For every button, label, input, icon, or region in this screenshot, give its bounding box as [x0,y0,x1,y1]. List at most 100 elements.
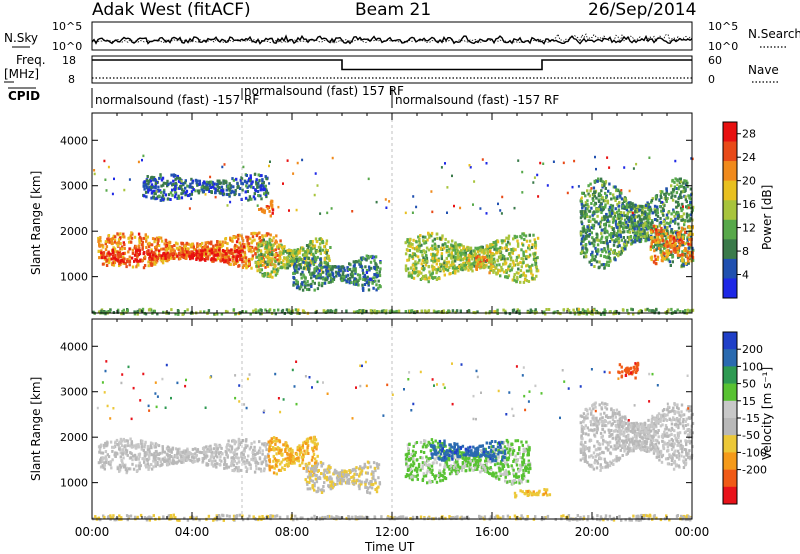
data-cell [580,200,583,203]
data-cell [533,176,536,179]
data-cell [685,179,688,183]
data-cell [313,267,317,271]
data-cell [292,276,296,280]
data-cell [319,252,322,256]
data-cell [181,242,184,246]
data-cell [254,261,258,265]
data-cell [248,461,251,465]
data-cell [586,308,590,312]
data-cell [264,175,267,179]
data-cell [262,210,265,214]
data-cell [375,267,379,271]
data-cell [451,260,454,264]
data-cell [446,186,449,189]
data-cell [143,194,146,198]
data-cell [590,263,593,267]
data-cell [145,186,149,190]
data-cell [415,247,419,251]
data-cell [499,209,502,212]
data-cell [687,256,690,260]
data-cell [224,309,228,313]
data-cell [449,255,453,259]
data-cell [373,309,376,313]
data-cell [455,245,458,249]
data-cell [509,256,513,260]
data-cell [352,282,356,286]
data-cell [320,238,324,242]
data-cell [599,202,603,206]
data-cell [231,259,234,263]
data-cell [482,258,485,262]
data-cell [679,230,683,234]
data-cell [356,260,359,264]
data-cell [644,210,647,214]
data-cell [182,256,185,259]
data-cell [310,276,313,280]
data-cell [130,231,133,235]
data-cell [235,254,238,258]
data-cell [630,208,633,212]
data-cell [667,308,670,312]
data-cell [212,244,215,248]
data-cell [524,274,527,278]
data-cell [681,235,684,239]
data-cell [684,198,688,202]
data-cell [219,250,222,254]
data-cell [661,190,664,194]
data-cell [454,242,457,246]
data-cell [160,254,163,258]
data-cell [174,190,177,194]
data-cell [470,267,473,271]
colorbar-block [723,180,737,201]
data-cell [638,223,641,227]
data-cell [444,237,447,241]
data-cell [292,264,296,268]
data-cell [138,455,141,459]
data-cell [161,176,165,180]
data-cell [485,258,488,262]
data-cell [640,234,643,238]
data-cell [133,259,136,263]
data-cell [670,307,673,311]
data-cell [484,265,487,269]
data-cell [650,230,653,234]
data-cell [493,268,496,272]
data-cell [343,278,346,282]
data-cell [378,284,381,287]
data-cell [680,184,683,188]
data-cell [161,257,165,260]
data-cell [683,233,686,237]
data-cell [530,276,534,280]
data-cell [274,273,278,277]
data-cell [161,194,165,198]
data-cell [587,205,590,209]
data-cell [208,241,211,245]
data-cell [278,244,282,248]
data-cell [365,258,368,262]
data-cell [443,261,446,265]
data-cell [613,256,616,260]
data-cell [680,240,684,243]
data-cell [243,460,246,464]
data-cell [603,218,606,222]
data-cell [171,456,175,460]
data-cell [253,440,256,444]
data-cell [445,245,448,249]
data-cell [353,263,356,267]
data-cell [256,261,260,264]
data-cell [304,276,307,280]
data-cell [145,246,148,249]
data-cell [448,266,451,269]
data-cell [584,203,588,207]
data-cell [615,225,619,229]
data-cell [451,239,454,243]
data-cell [225,463,228,467]
data-cell [605,229,609,233]
data-cell [670,237,673,241]
data-cell [292,272,295,275]
data-cell [214,188,217,192]
data-cell [588,240,591,244]
data-cell [628,220,631,223]
data-cell [670,191,673,195]
data-cell [264,255,268,259]
